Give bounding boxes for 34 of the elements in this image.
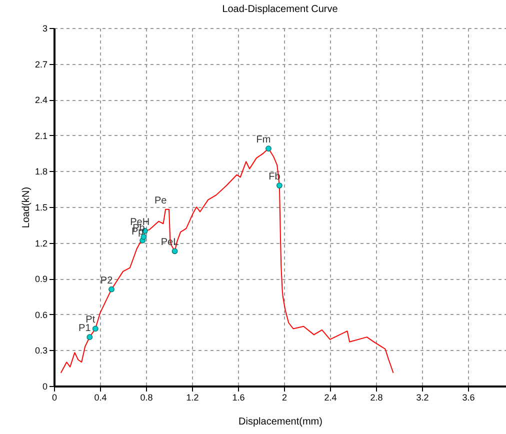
x-tick-label: 2.8 [370,392,383,402]
y-tick-label: 0 [42,382,48,392]
annotation: P1 [78,323,92,334]
x-tick-label: 0.8 [140,392,153,402]
annotation: Pe [154,195,168,206]
y-tick-label: 1.5 [34,202,48,212]
x-tick-label: 0.4 [94,392,107,402]
point [92,326,98,332]
x-tick-label: 1.6 [232,392,245,402]
x-tick-label: 0 [52,392,58,402]
y-axis-title: Load(kN) [20,186,32,228]
x-tick-label: 1.2 [186,392,199,402]
y-tick-label: 2.7 [34,59,48,70]
x-tick-label: 2 [282,392,288,402]
annotation: P2 [100,275,114,286]
point [86,334,93,340]
y-tick-label: 0.6 [34,310,48,320]
y-tick-label: 1.2 [34,238,48,248]
point [172,248,178,254]
annotation: Fm [256,134,271,146]
y-tick-label: 1.8 [34,166,48,177]
x-tick-label: 2.4 [324,392,337,402]
y-tick-label: 0.3 [34,346,48,356]
point [108,286,114,292]
chart-title: Load-Displacement Curve [222,4,338,15]
y-tick-label: 2.4 [34,95,48,106]
y-tick-label: 3 [42,24,48,34]
y-tick-label: 2.1 [34,130,48,141]
point [276,182,282,188]
x-tick-label: 3.2 [416,392,429,402]
y-tick-label: 0.9 [34,274,48,284]
point [266,146,272,152]
x-tick-label: 3.6 [462,392,475,402]
x-axis-title: Displacement(mm) [238,416,322,428]
